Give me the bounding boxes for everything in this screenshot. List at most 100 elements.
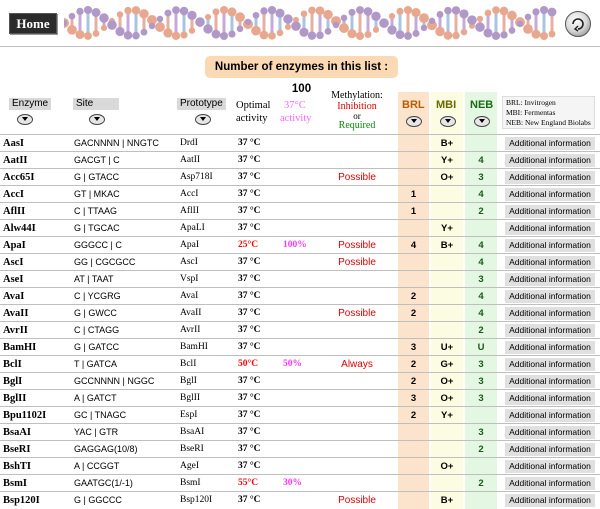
- enzyme-name[interactable]: BclI: [3, 359, 22, 370]
- additional-info-button[interactable]: Additional information: [505, 205, 595, 218]
- enzyme-name[interactable]: AseI: [3, 274, 24, 285]
- activity-37c: 50%: [283, 359, 302, 369]
- activity-37c: [283, 339, 313, 356]
- additional-info-button[interactable]: Additional information: [505, 307, 595, 320]
- enzyme-name[interactable]: AvrII: [3, 325, 28, 336]
- brl-buffer: [398, 220, 429, 237]
- enzyme-name[interactable]: BseRI: [3, 444, 31, 455]
- enzyme-name[interactable]: ApaI: [3, 240, 26, 251]
- enzyme-name[interactable]: AscI: [3, 257, 24, 268]
- neb-buffer: [465, 492, 497, 509]
- brl-buffer: 1: [410, 206, 417, 217]
- enzyme-name[interactable]: Alw44I: [3, 223, 36, 234]
- additional-info-button[interactable]: Additional information: [505, 324, 595, 337]
- enzyme-name[interactable]: AvaI: [3, 291, 25, 302]
- table-row: Bsp120I G | GGCCC Bsp120I 37 °C Possible B+ Ad…: [0, 491, 600, 509]
- additional-info-button[interactable]: Additional information: [505, 358, 595, 371]
- enzyme-column-header[interactable]: Enzyme: [9, 98, 52, 110]
- brl-cell-bg: [398, 203, 429, 220]
- enzyme-name[interactable]: AasI: [3, 138, 25, 149]
- brl-header: BRL: [402, 99, 425, 111]
- neb-buffer: 4: [478, 257, 484, 268]
- additional-info-button[interactable]: Additional information: [505, 409, 595, 422]
- mbi-buffer: [431, 475, 463, 492]
- additional-info-button[interactable]: Additional information: [505, 239, 595, 252]
- mbi-cell-bg: [431, 390, 463, 407]
- home-button[interactable]: Home: [9, 13, 57, 34]
- mbi-header: MBI: [436, 99, 457, 111]
- globe-icon[interactable]: [565, 11, 591, 37]
- enzyme-name[interactable]: BglII: [3, 393, 27, 404]
- optimal-temperature: 37 °C: [238, 189, 261, 199]
- methylation-sensitivity: [318, 322, 396, 339]
- brl-sort-icon[interactable]: [406, 116, 422, 127]
- methylation-sensitivity: [318, 288, 396, 305]
- additional-info-button[interactable]: Additional information: [505, 426, 595, 439]
- site-sort-icon[interactable]: [89, 114, 105, 125]
- recognition-site: GAATGC(1/-1): [74, 478, 133, 488]
- enzyme-name[interactable]: BamHI: [3, 342, 37, 353]
- enzyme-name[interactable]: BsaAI: [3, 427, 32, 438]
- mbi-sort-icon[interactable]: [440, 116, 456, 127]
- prototype-sort-icon[interactable]: [195, 114, 211, 125]
- mbi-header-bg: [431, 92, 463, 134]
- neb-buffer: 4: [478, 308, 484, 319]
- methylation-sensitivity: Possible: [338, 495, 376, 506]
- mbi-buffer: B+: [440, 495, 454, 506]
- mbi-buffer: [431, 441, 463, 458]
- mbi-cell-bg: [431, 169, 463, 186]
- prototype: VspI: [180, 274, 199, 284]
- brl-cell-bg: [398, 441, 429, 458]
- optimal-temperature: 37 °C: [238, 274, 261, 284]
- enzyme-sort-icon[interactable]: [17, 114, 33, 125]
- additional-info-button[interactable]: Additional information: [505, 341, 595, 354]
- recognition-site: C | CTAGG: [74, 325, 120, 335]
- enzyme-name[interactable]: Bsp120I: [3, 495, 40, 506]
- optimal-temperature: 37 °C: [238, 291, 261, 301]
- enzyme-name[interactable]: Acc65I: [3, 172, 35, 183]
- brl-cell-bg: [398, 339, 429, 356]
- additional-info-button[interactable]: Additional information: [505, 273, 595, 286]
- additional-info-button[interactable]: Additional information: [505, 256, 595, 269]
- site-column-header[interactable]: Site: [73, 98, 119, 110]
- mbi-cell-bg: [431, 339, 463, 356]
- additional-info-button[interactable]: Additional information: [505, 290, 595, 303]
- additional-info-button[interactable]: Additional information: [505, 443, 595, 456]
- enzyme-name[interactable]: AccI: [3, 189, 24, 200]
- additional-info-button[interactable]: Additional information: [505, 188, 595, 201]
- mbi-cell-bg: [431, 407, 463, 424]
- additional-info-button[interactable]: Additional information: [505, 171, 595, 184]
- enzyme-name[interactable]: AflII: [3, 206, 26, 217]
- recognition-site: A | CCGGT: [74, 461, 120, 471]
- recognition-site: C | TTAAG: [74, 206, 118, 216]
- table-row: BglII A | GATCT BglII 37 °C 3 O+ 3 Additional i…: [0, 389, 600, 407]
- activity-37c: [283, 492, 313, 509]
- additional-info-button[interactable]: Additional information: [505, 460, 595, 473]
- additional-info-button[interactable]: Additional information: [505, 392, 595, 405]
- recognition-site: YAC | GTR: [74, 427, 119, 437]
- enzyme-name[interactable]: Bpu1102I: [3, 410, 47, 421]
- neb-buffer: [465, 220, 497, 237]
- additional-info-button[interactable]: Additional information: [505, 375, 595, 388]
- recognition-site: GACNNNN | NNGTC: [74, 138, 159, 148]
- additional-info-button[interactable]: Additional information: [505, 137, 595, 150]
- inhibition-header: Inhibition: [337, 101, 377, 112]
- additional-info-button[interactable]: Additional information: [505, 494, 595, 507]
- mbi-buffer: G+: [440, 359, 454, 370]
- additional-info-button[interactable]: Additional information: [505, 477, 595, 490]
- neb-cell-bg: [465, 271, 497, 288]
- enzyme-name[interactable]: AvaII: [3, 308, 29, 319]
- enzyme-name[interactable]: BglI: [3, 376, 23, 387]
- temp37-activity-header: activity: [280, 113, 312, 124]
- neb-sort-icon[interactable]: [474, 116, 490, 127]
- enzyme-name[interactable]: BsmI: [3, 478, 27, 489]
- enzyme-name[interactable]: AatII: [3, 155, 28, 166]
- additional-info-button[interactable]: Additional information: [505, 154, 595, 167]
- table-row: BseRI GAGGAG(10/8) BseRI 37 °C 2 Additional i…: [0, 440, 600, 458]
- additional-info-button[interactable]: Additional information: [505, 222, 595, 235]
- brl-cell-bg: [398, 390, 429, 407]
- prototype: AgeI: [180, 461, 199, 471]
- activity-37c: [283, 220, 313, 237]
- enzyme-name[interactable]: BshTI: [3, 461, 32, 472]
- prototype-column-header[interactable]: Prototype: [177, 98, 226, 110]
